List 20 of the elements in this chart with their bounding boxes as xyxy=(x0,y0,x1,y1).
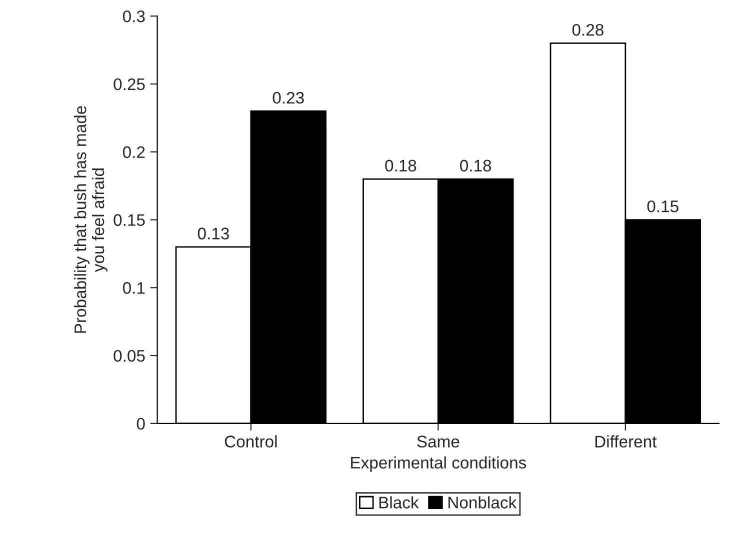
legend-label: Black xyxy=(379,496,419,508)
y-axis-title: Probability that bush has made you feel afraid xyxy=(74,106,108,333)
data-label: 0.23 xyxy=(272,92,304,104)
data-label: 0.18 xyxy=(460,160,492,172)
data-label: 0.13 xyxy=(198,228,229,240)
data-label: 0.28 xyxy=(572,24,604,36)
y-tick-label: 0.25 xyxy=(114,78,145,90)
x-tick-label: Different xyxy=(595,435,657,448)
x-axis-title: Experimental conditions xyxy=(351,456,526,472)
y-tick-label: 0.2 xyxy=(122,146,145,158)
y-tick-label: 0 xyxy=(136,418,145,430)
y-tick-label: 0.1 xyxy=(122,282,145,294)
x-tick-label: Same xyxy=(417,436,460,448)
data-label: 0.15 xyxy=(647,200,678,212)
y-tick-label: 0.15 xyxy=(114,214,145,226)
y-tick-label: 0.3 xyxy=(122,10,145,22)
legend-label: Nonblack xyxy=(448,496,517,508)
x-tick-label: Control xyxy=(224,435,277,448)
data-label: 0.18 xyxy=(385,160,416,172)
y-tick-label: 0.05 xyxy=(114,350,145,362)
